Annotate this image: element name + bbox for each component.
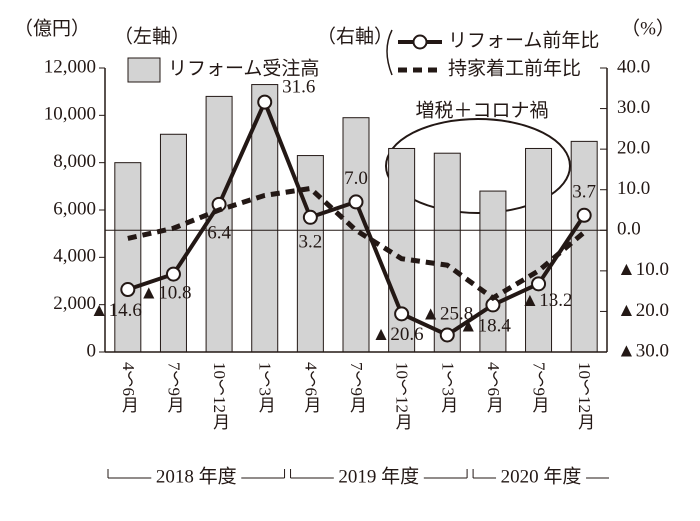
bar: [570, 140, 598, 353]
marker: [394, 306, 410, 322]
y2-tick-label: 0.0: [617, 219, 641, 240]
x-tick-label: 10～12月: [392, 362, 412, 430]
dashed-line: [127, 185, 586, 302]
value-label: 7.0: [344, 168, 368, 189]
marker: [439, 327, 455, 343]
marker: [257, 94, 273, 110]
x-tick-label: 7～9月: [164, 362, 184, 413]
y-tick-label: 12,000: [44, 56, 96, 77]
bar: [525, 147, 553, 353]
value-label: ▲14.6: [90, 300, 142, 321]
x-tick-label: 4～6月: [483, 362, 503, 413]
value-label: ▲18.4: [459, 315, 512, 336]
legend-label: リフォーム受注高: [168, 57, 319, 79]
value-label: 3.7: [572, 182, 596, 203]
bar: [296, 155, 324, 353]
bar: [114, 162, 142, 353]
y-tick-label: 2,000: [53, 293, 96, 314]
group-label: 2019 年度: [338, 465, 419, 487]
bar: [479, 190, 507, 353]
value-label: ▲25.8: [421, 303, 473, 324]
x-tick-label: 4～6月: [118, 362, 138, 413]
annotation: 増税＋コロナ禍: [415, 99, 548, 121]
value-label: ▲13.2: [521, 290, 573, 311]
x-tick-label: 7～9月: [347, 362, 366, 413]
y2-tick-label: 40.0: [617, 56, 650, 77]
marker: [531, 276, 547, 292]
legend-label: リフォーム前年比: [448, 29, 599, 51]
marker: [348, 194, 364, 210]
value-label: 3.2: [298, 232, 322, 253]
y2-tick-label: 30.0: [617, 97, 650, 118]
value-label: ▲10.8: [139, 282, 191, 303]
y2-tick-label: ▲10.0: [617, 259, 669, 280]
x-tick-label: 7～9月: [529, 362, 549, 413]
bar: [433, 152, 461, 353]
y-tick-label: 4,000: [53, 246, 96, 267]
y2-tick-label: 10.0: [617, 178, 650, 199]
x-tick-label: 1～3月: [438, 362, 458, 413]
value-label: 31.6: [282, 76, 315, 97]
legend-label: 持家着工前年比: [448, 57, 581, 79]
legend-brace: [386, 29, 393, 76]
y2-tick-label: ▲30.0: [617, 340, 669, 361]
right-axis-note: （右軸）: [317, 25, 393, 47]
left-unit: （億円）: [14, 17, 90, 39]
y-tick-label: 8,000: [53, 151, 96, 172]
annotation-ellipse: [385, 118, 571, 214]
marker: [120, 282, 136, 298]
x-tick-label: 1～3月: [255, 362, 275, 413]
marker: [165, 266, 181, 282]
y2-tick-label: ▲20.0: [617, 300, 669, 321]
y-tick-label: 10,000: [44, 104, 96, 125]
right-unit: （%）: [621, 17, 675, 39]
x-tick-label: 10～12月: [575, 362, 595, 430]
x-tick-label: 10～12月: [210, 362, 230, 430]
marker: [576, 207, 592, 223]
value-label: 6.4: [207, 223, 231, 244]
x-tick-label: 4～6月: [301, 362, 321, 413]
legend-swatch: [127, 57, 161, 83]
y2-tick-label: 20.0: [617, 138, 650, 159]
value-label: ▲20.6: [372, 324, 424, 345]
left-axis-note: （左軸）: [114, 25, 190, 47]
group-label: 2018 年度: [156, 465, 237, 487]
marker: [302, 209, 318, 225]
legend-marker: [412, 34, 428, 50]
y-tick-label: 0: [87, 340, 97, 361]
y-tick-label: 6,000: [53, 198, 96, 219]
bar: [159, 133, 187, 353]
group-label: 2020 年度: [501, 465, 582, 487]
